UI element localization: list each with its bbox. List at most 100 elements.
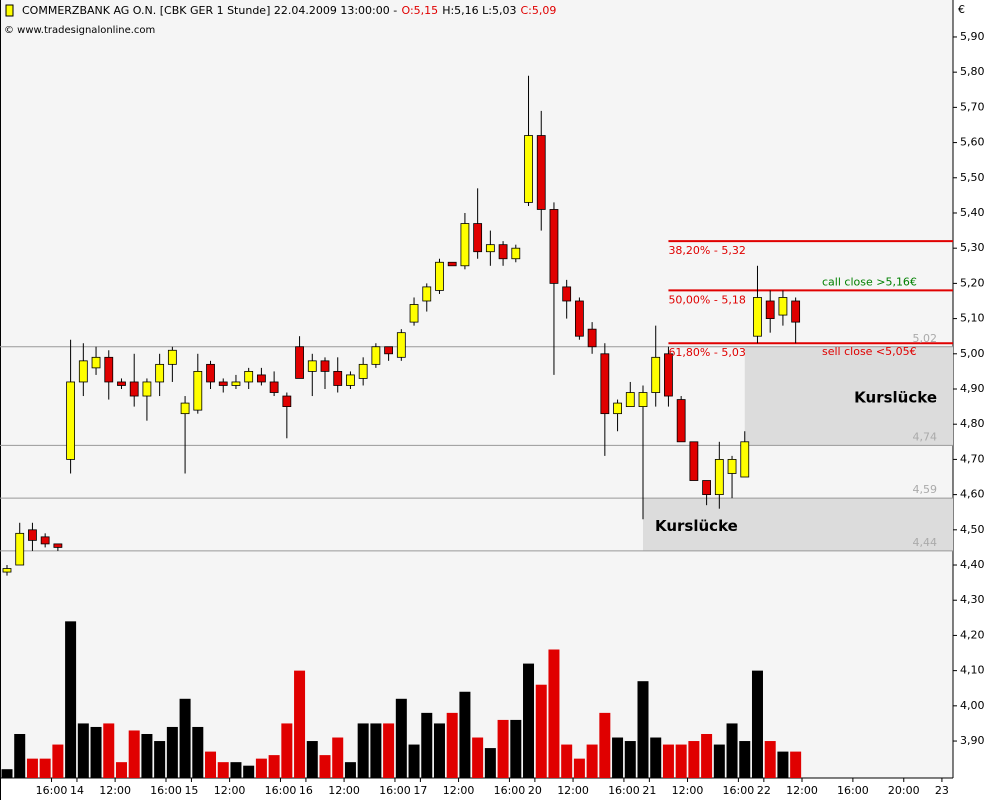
candle-body <box>66 381 75 460</box>
volume-bar <box>573 758 585 778</box>
volume-bar <box>344 762 356 778</box>
x-tick-label: 17 <box>413 784 427 797</box>
gap-label: Kurslücke <box>655 517 738 535</box>
candle-body <box>28 529 37 541</box>
candle-body <box>651 356 661 393</box>
level-label: 5,02 <box>913 332 938 345</box>
candle-body <box>625 392 635 408</box>
candle-body <box>384 346 394 355</box>
y-tick-label: 5,90 <box>960 30 985 43</box>
y-tick-label: 4,00 <box>960 699 985 712</box>
volume-bar <box>268 755 280 778</box>
x-tick-label: 16:00 <box>723 784 755 797</box>
volume-bar <box>383 723 395 778</box>
y-tick-label: 4,10 <box>960 664 985 677</box>
volume-bar <box>217 762 229 778</box>
candle-body <box>346 374 355 386</box>
x-tick-label: 14 <box>70 784 84 797</box>
y-tick-label: 5,70 <box>960 100 985 113</box>
volume-bar <box>586 744 598 778</box>
x-tick-label: 16:00 <box>608 784 640 797</box>
x-tick-label: 12:00 <box>328 784 360 797</box>
candle-body <box>295 346 304 379</box>
y-tick-label: 4,90 <box>960 382 985 395</box>
volume-bar <box>90 726 102 778</box>
fib-label: 61,80% - 5,03 <box>668 346 745 359</box>
y-tick-label: 5,30 <box>960 241 985 254</box>
left-border <box>0 0 1 800</box>
chart-title: COMMERZBANK AG O.N. [CBK GER 1 Stunde] 2… <box>22 4 556 17</box>
candle-body <box>2 568 12 573</box>
volume-bar <box>421 712 433 778</box>
volume-bar <box>77 723 89 778</box>
volume-bar <box>548 649 560 778</box>
volume-bar <box>319 755 331 778</box>
candle-body <box>231 381 241 386</box>
volume-bar <box>497 719 509 778</box>
volume-bar <box>701 733 713 778</box>
candle-body <box>536 135 546 210</box>
candle-body <box>511 247 521 260</box>
y-tick-label: 5,00 <box>960 347 985 360</box>
candle-body <box>689 441 699 481</box>
candle-body <box>473 223 483 253</box>
candle-body <box>244 370 254 383</box>
y-tick-label: 4,20 <box>960 628 985 641</box>
volume-bar <box>433 723 445 778</box>
candle-body <box>206 363 215 383</box>
volume-bar <box>713 744 725 778</box>
volume-bar <box>205 751 217 778</box>
title-part: COMMERZBANK AG O.N. [CBK GER 1 Stunde] 2… <box>22 4 398 17</box>
candle-body <box>562 286 572 302</box>
x-tick-label: 12:00 <box>672 784 704 797</box>
candle-body <box>333 370 343 386</box>
volume-bar <box>561 744 573 778</box>
candle-body <box>117 381 126 386</box>
volume-bar <box>26 758 38 778</box>
volume-bar <box>510 719 522 778</box>
volume-bar <box>141 733 153 778</box>
candle-body <box>307 360 317 372</box>
candle-body <box>638 392 648 408</box>
volume-bar <box>65 621 77 778</box>
volume-bar <box>777 751 789 778</box>
volume-bar <box>14 733 26 778</box>
x-tick-label: 12:00 <box>99 784 131 797</box>
x-tick-label: 16:00 <box>150 784 182 797</box>
volume-bar <box>52 744 64 778</box>
candle-body <box>575 300 584 337</box>
title-icon <box>5 4 14 17</box>
volume-bar <box>446 712 458 778</box>
fib-label: 38,20% - 5,32 <box>668 244 745 257</box>
volume-bar <box>166 726 178 778</box>
candle-body <box>613 402 622 415</box>
candle-body <box>129 381 139 397</box>
y-tick-label: 4,40 <box>960 558 985 571</box>
volume-bar <box>179 698 191 778</box>
candle-body <box>218 381 228 386</box>
candle-body <box>435 261 444 291</box>
candle-body <box>664 353 673 397</box>
gap-label: Kurslücke <box>854 389 937 407</box>
volume-bar <box>751 670 763 778</box>
volume-bar <box>255 758 267 778</box>
volume-bar <box>370 723 382 778</box>
volume-bar <box>650 737 662 778</box>
x-tick-label: 16:00 <box>494 784 526 797</box>
candle-body <box>155 363 165 383</box>
volume-bar <box>294 670 306 778</box>
candle-body <box>587 328 597 348</box>
volume-bar <box>726 723 738 778</box>
volume-bar <box>332 737 344 778</box>
x-tick-label: 23 <box>935 784 949 797</box>
candle-body <box>104 356 114 383</box>
candle-body <box>167 349 177 365</box>
candle-body <box>180 402 190 415</box>
x-tick-label: 12:00 <box>786 784 818 797</box>
candle-body <box>460 223 470 267</box>
level-label: 4,44 <box>913 536 938 549</box>
level-label: 4,59 <box>913 483 938 496</box>
volume-bar <box>395 698 407 778</box>
volume-bar <box>472 737 484 778</box>
levels <box>0 240 953 552</box>
